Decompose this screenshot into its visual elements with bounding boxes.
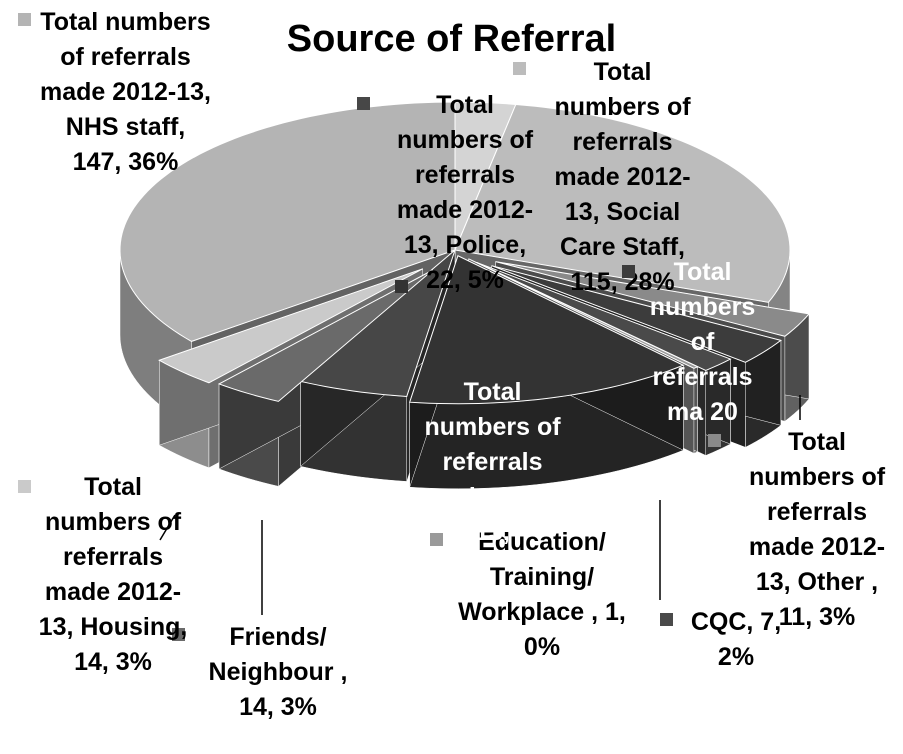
data-label: Total numbers of referrals made 2012-13,…	[748, 428, 886, 631]
data-label: Total numbers of referrals made 2012-13,…	[554, 58, 691, 296]
pie-slice	[299, 248, 457, 397]
pie-slice	[217, 269, 434, 402]
legend-key	[660, 613, 673, 626]
data-label: Total numbers of referrals made 2012-13,	[424, 378, 561, 546]
data-label: CQC, 7, 2%	[690, 608, 782, 671]
legend-key	[395, 280, 408, 293]
data-label: Total numbers of referrals ma 20	[649, 258, 756, 426]
data-label: Total numbers of referrals made 2012-13,…	[40, 8, 211, 176]
pie-slice	[491, 265, 783, 363]
legend-key	[708, 434, 721, 447]
legend-key	[18, 13, 31, 26]
legend-key	[172, 628, 185, 641]
pie-slice	[408, 255, 685, 405]
data-label: Friends/ Neighbour , 14, 3%	[208, 623, 348, 721]
pie-slice	[468, 258, 699, 369]
legend-key	[18, 480, 31, 493]
pie-slice	[119, 101, 456, 342]
pie-slice	[158, 268, 423, 384]
leader-line	[159, 514, 176, 541]
legend-key	[622, 265, 635, 278]
pie-slice	[476, 261, 732, 371]
legend-key	[357, 97, 370, 110]
pie-slice	[454, 103, 791, 303]
data-label: Total numbers of referrals made 2012-13,…	[396, 91, 534, 294]
pie-slice	[495, 261, 810, 337]
chart-title: Source of Referral	[286, 18, 617, 60]
legend-key	[513, 62, 526, 75]
data-label: Education/ Training/ Workplace , 1, 0%	[458, 528, 626, 661]
data-label: Total numbers of referrals made 2012-13,…	[38, 473, 188, 676]
legend-key	[430, 533, 443, 546]
